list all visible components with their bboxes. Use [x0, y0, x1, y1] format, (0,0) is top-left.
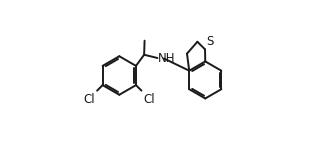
Text: S: S	[206, 35, 214, 48]
Text: NH: NH	[158, 52, 176, 65]
Text: Cl: Cl	[84, 93, 95, 106]
Text: Cl: Cl	[143, 93, 155, 106]
